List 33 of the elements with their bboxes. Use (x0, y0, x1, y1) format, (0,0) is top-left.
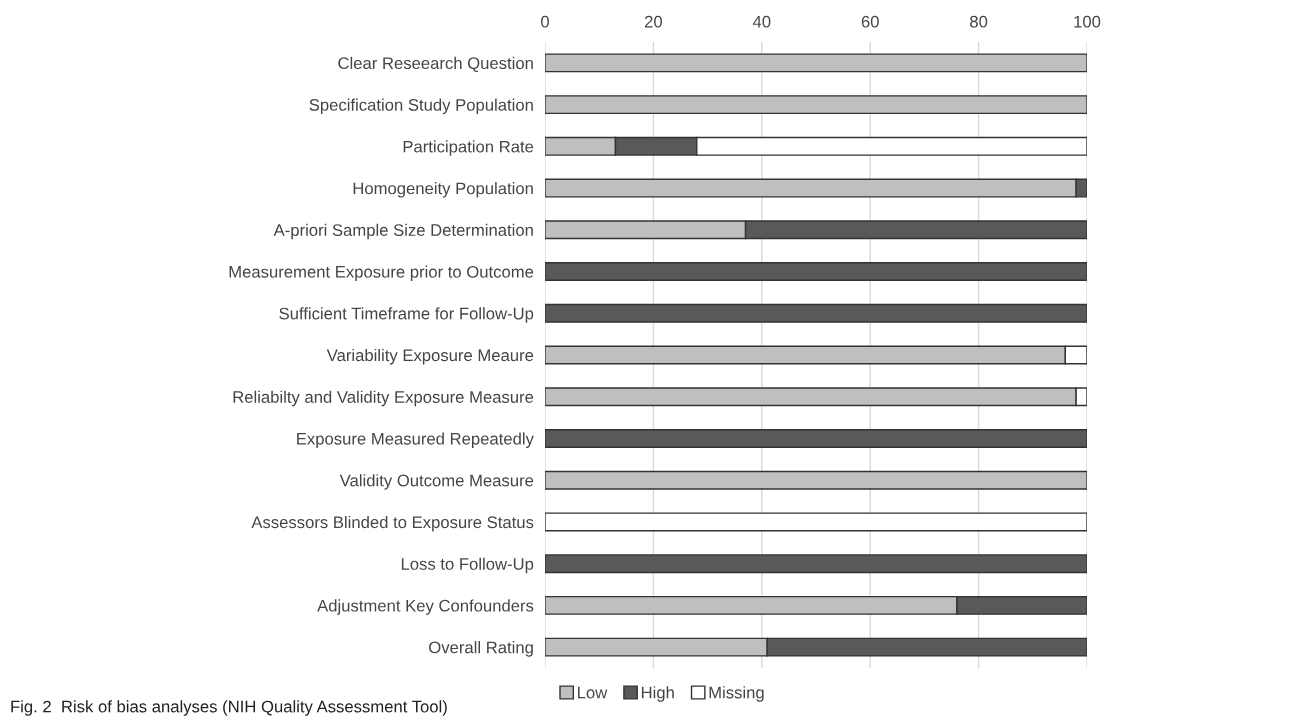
y-tick-label: Specification Study Population (309, 98, 533, 115)
caption: Fig. 2 Risk of bias analyses (NIH Quality Assessment Tool) (11, 700, 447, 716)
y-tick-label: Adjustment Key Confounders (317, 599, 534, 615)
bar (545, 95, 1087, 115)
bar (545, 470, 1087, 490)
y-tick-label: Exposure Measured Repeatedly (297, 432, 534, 448)
y-tick-label: Measurement Exposure prior to Outcome (229, 265, 534, 282)
bar (545, 53, 1087, 73)
y-tick-label: Loss to Follow-Up (401, 557, 534, 574)
y-tick-label: Reliabilty and Validity Exposure Measure (233, 390, 534, 407)
bar (545, 554, 1087, 574)
bar (545, 512, 1087, 532)
legend-label: Missing (709, 686, 764, 702)
y-tick-label: Clear Reseearch Question (338, 56, 533, 73)
y-tick-label: Validity Outcome Measure (339, 474, 534, 490)
x-tick-label: 0 (541, 15, 549, 28)
x-tick-label: 100 (1074, 15, 1101, 28)
y-tick-label: Homogeneity Population (353, 182, 533, 198)
x-tick-label: 20 (644, 15, 663, 28)
y-tick-label: Participation Rate (403, 140, 534, 156)
y-tick-label: Sufficient Timeframe for Follow-Up (279, 307, 534, 323)
legend-label: Low (578, 686, 608, 699)
bar (545, 303, 1087, 323)
y-tick-label: Assessors Blinded to Exposure Status (251, 515, 534, 532)
x-tick-label: 40 (752, 15, 771, 28)
y-tick-label: Overall Rating (429, 641, 533, 657)
bar (545, 429, 1087, 448)
y-tick-label: A-priori Sample Size Determination (273, 223, 533, 240)
x-tick-label: 80 (970, 15, 988, 28)
y-tick-label: Variability Exposure Meaure (326, 348, 534, 365)
x-tick-label: 60 (861, 15, 879, 28)
legend-label: High (641, 686, 674, 702)
bar (545, 262, 1087, 281)
